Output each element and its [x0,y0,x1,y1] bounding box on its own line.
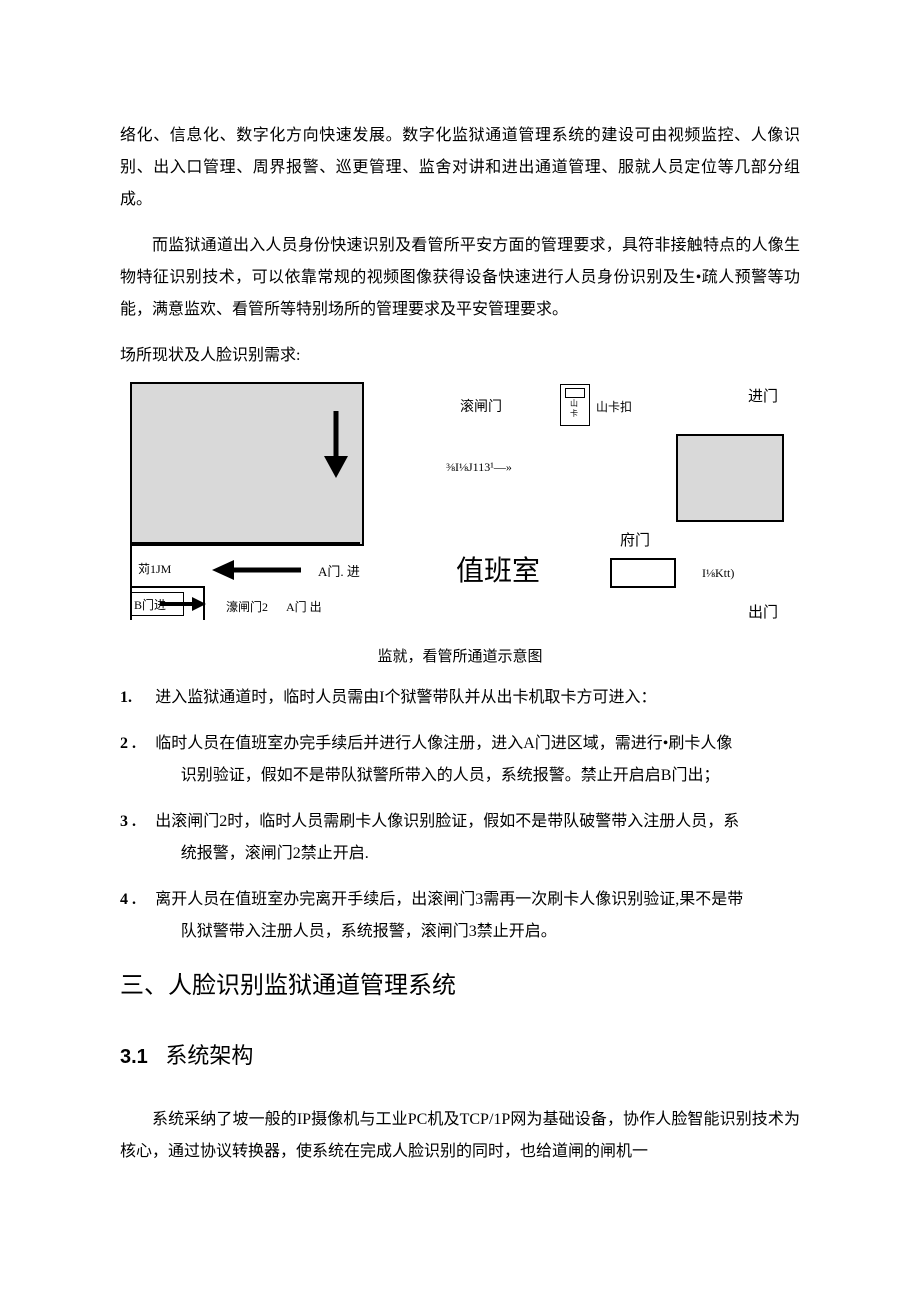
diagram-roll2: 濠闸门2 [226,600,268,614]
paragraph-3: 系统采纳了坡一般的IP摄像机与工业PC机及TCP/1P网为基础设备，协作人脸智能… [120,1104,800,1168]
rule-item-1: 1. 进入监狱通道时，临时人员需由I个狱警带队并从出卡机取卡方可进入： [120,682,800,714]
rule-number: 1. [120,682,132,714]
rule-number: 2 . [120,728,136,760]
arrow-down-icon [316,406,356,486]
diagram-caption: 监就，看管所通道示意图 [120,642,800,672]
rule-item-2: 2 . 临时人员在值班室办完手续后并进行人像注册，进入A门进区域，需进行•刷卡人… [120,728,800,792]
diagram-duty-room: 值班室 [456,558,540,586]
diagram-mid-code: ⅜I⅛J113¹—» [446,460,512,474]
diagram-left-label: 苅1JM [138,562,171,576]
rule-text: 临时人员在值班室办完手续后并进行人像注册，进入A门进区域，需进行•刷卡人像 [155,728,800,760]
rules-list: 1. 进入监狱通道时，临时人员需由I个狱警带队并从出卡机取卡方可进入： 2 . … [120,682,800,948]
diagram-in-door: 进门 [748,388,778,406]
rule-text: 进入监狱通道时，临时人员需由I个狱警带队并从出卡机取卡方可进入： [155,682,800,714]
diagram-a-in: A门. 进 [318,564,360,580]
rule-number: 4 . [120,884,136,916]
card-machine-icon: 山 卡 [560,384,590,426]
subsection-heading: 3.1 系统架构 [120,1034,800,1078]
subsection-number: 3.1 [120,1046,148,1068]
diagram-card-label: 山卡扣 [596,400,632,414]
diagram-divider-3 [130,542,132,620]
diagram-right-block [676,434,784,522]
subsection-title: 系统架构 [165,1043,253,1068]
channel-diagram: 苅1JM A门. 进 B门进 濠闸门2 A门 出 滚闸门 山 卡 山卡扣 [120,376,800,636]
rule-text-cont: 统报警，滚闸门2禁止开启. [181,838,800,870]
arrow-right-icon [156,594,210,614]
diagram-small-box [610,558,676,588]
rule-item-4: 4 . 离开人员在值班室办完离开手续后，出滚闸门3需再一次刷卡人像识别验证,果不… [120,884,800,948]
rule-text-cont: 队狱警带入注册人员，系统报警，滚闸门3禁止开启。 [181,916,800,948]
arrow-left-icon [206,556,306,584]
document-page: 络化、信息化、数字化方向快速发展。数字化监狱通道管理系统的建设可由视频监控、人像… [0,0,920,1242]
paragraph-1: 络化、信息化、数字化方向快速发展。数字化监狱通道管理系统的建设可由视频监控、人像… [120,120,800,216]
diagram-out-door: 出门 [748,604,778,622]
diagram-divider-2 [130,586,204,588]
section-heading: 三、人脸识别监狱通道管理系统 [120,962,800,1010]
rule-text: 离开人员在值班室办完离开手续后，出滚闸门3需再一次刷卡人像识别验证,果不是带 [155,884,800,916]
diagram-roll-gate: 滚闸门 [460,400,502,417]
rule-number: 3 . [120,806,136,838]
paragraph-2: 而监狱通道出入人员身份快速识别及看管所平安方面的管理要求，具符非接触特点的人像生… [120,230,800,326]
diagram-kit: I⅛Ktt) [702,566,734,580]
rule-text: 出滚闸门2时，临时人员需刷卡人像识别脸证，假如不是带队破警带入注册人员，系 [155,806,800,838]
rule-item-3: 3 . 出滚闸门2时，临时人员需刷卡人像识别脸证，假如不是带队破警带入注册人员，… [120,806,800,870]
diagram-fu-men: 府门 [620,532,650,550]
diagram-a-out: A门 出 [286,600,322,614]
status-line: 场所现状及人脸识别需求: [120,340,800,372]
diagram-divider [130,542,360,544]
rule-text-cont: 识别验证，假如不是带队狱警所带入的人员，系统报警。禁止开启启B门出； [181,760,800,792]
diagram-divider-4 [203,586,205,620]
